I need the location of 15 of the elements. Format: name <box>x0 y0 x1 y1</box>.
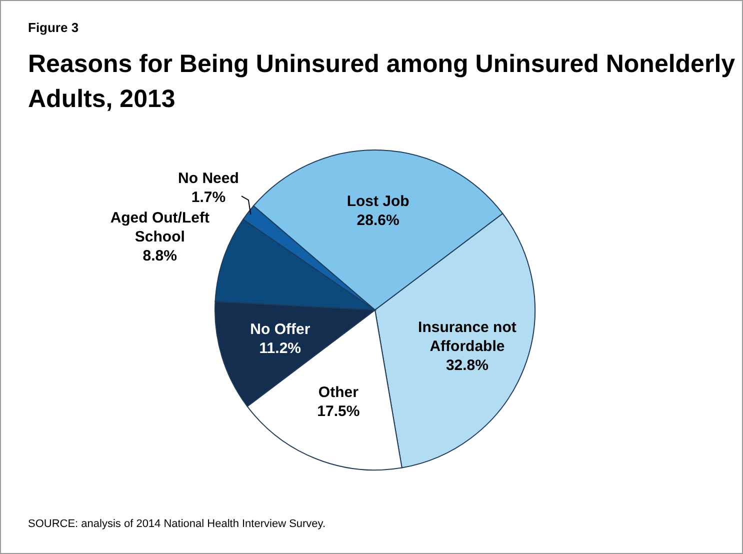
slice-label: No Offer <box>250 321 310 338</box>
data-label: 11.2% <box>259 340 301 358</box>
caption: Figure 3 <box>28 20 79 35</box>
data-label: 8.8% <box>142 247 177 264</box>
data-label: 17.5% <box>317 403 360 420</box>
slice-label: Insurance not Affordable <box>418 319 516 356</box>
slice-label: Other <box>318 384 359 402</box>
data-label: 28.6% <box>356 212 400 229</box>
slice-label: Aged Out/Left School <box>110 209 210 246</box>
data-label: 32.8% <box>446 357 488 374</box>
slice-label: Lost Job <box>346 192 410 210</box>
data-label: 1.7% <box>191 189 226 206</box>
chart-title: Reasons for Being Uninsured among Uninsured Nonelderly Adults, 2013 <box>28 50 736 113</box>
slice-label: No Need <box>178 170 239 188</box>
source-note: SOURCE: analysis of 2014 National Health Interview Survey. <box>28 518 326 530</box>
